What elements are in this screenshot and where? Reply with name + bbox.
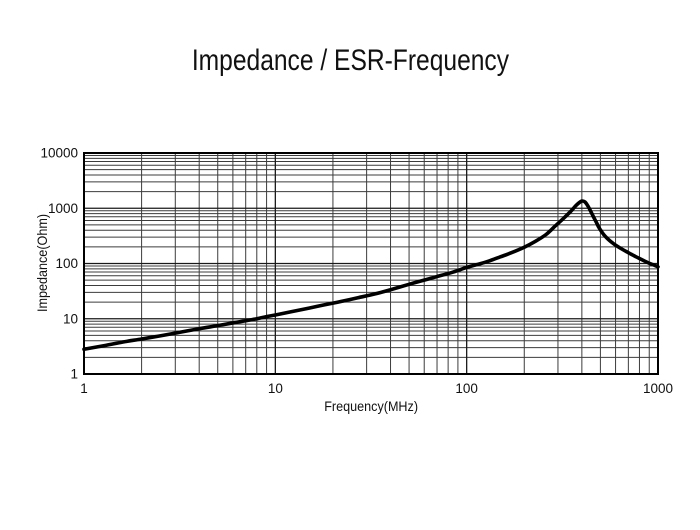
- impedance-curve-path: [82, 199, 660, 352]
- x-tick-labels: 1 10 100 1000: [80, 381, 673, 396]
- x-axis-label: Frequency(MHz): [84, 398, 658, 414]
- x-tick-label: 1: [80, 381, 88, 396]
- x-tick-label: 1000: [643, 381, 673, 396]
- y-tick-label: 10: [63, 311, 78, 326]
- grid-major-lines: [84, 153, 658, 374]
- chart-title: Impedance / ESR-Frequency: [0, 44, 700, 80]
- plot-border: [83, 152, 659, 375]
- x-tick-label: 100: [455, 381, 478, 396]
- y-tick-label: 1: [70, 367, 78, 382]
- y-tick-label: 10000: [40, 146, 78, 161]
- y-tick-labels: 1 10 100 1000 10000: [40, 146, 78, 382]
- chart-title-text: Impedance / ESR-Frequency: [191, 44, 509, 77]
- y-tick-label: 1000: [48, 201, 78, 216]
- impedance-curve: [82, 199, 660, 352]
- x-axis-label-text: Frequency(MHz): [324, 398, 418, 414]
- y-tick-label: 100: [55, 256, 78, 271]
- plot-border-rect: [83, 152, 659, 375]
- x-tick-label: 10: [268, 381, 283, 396]
